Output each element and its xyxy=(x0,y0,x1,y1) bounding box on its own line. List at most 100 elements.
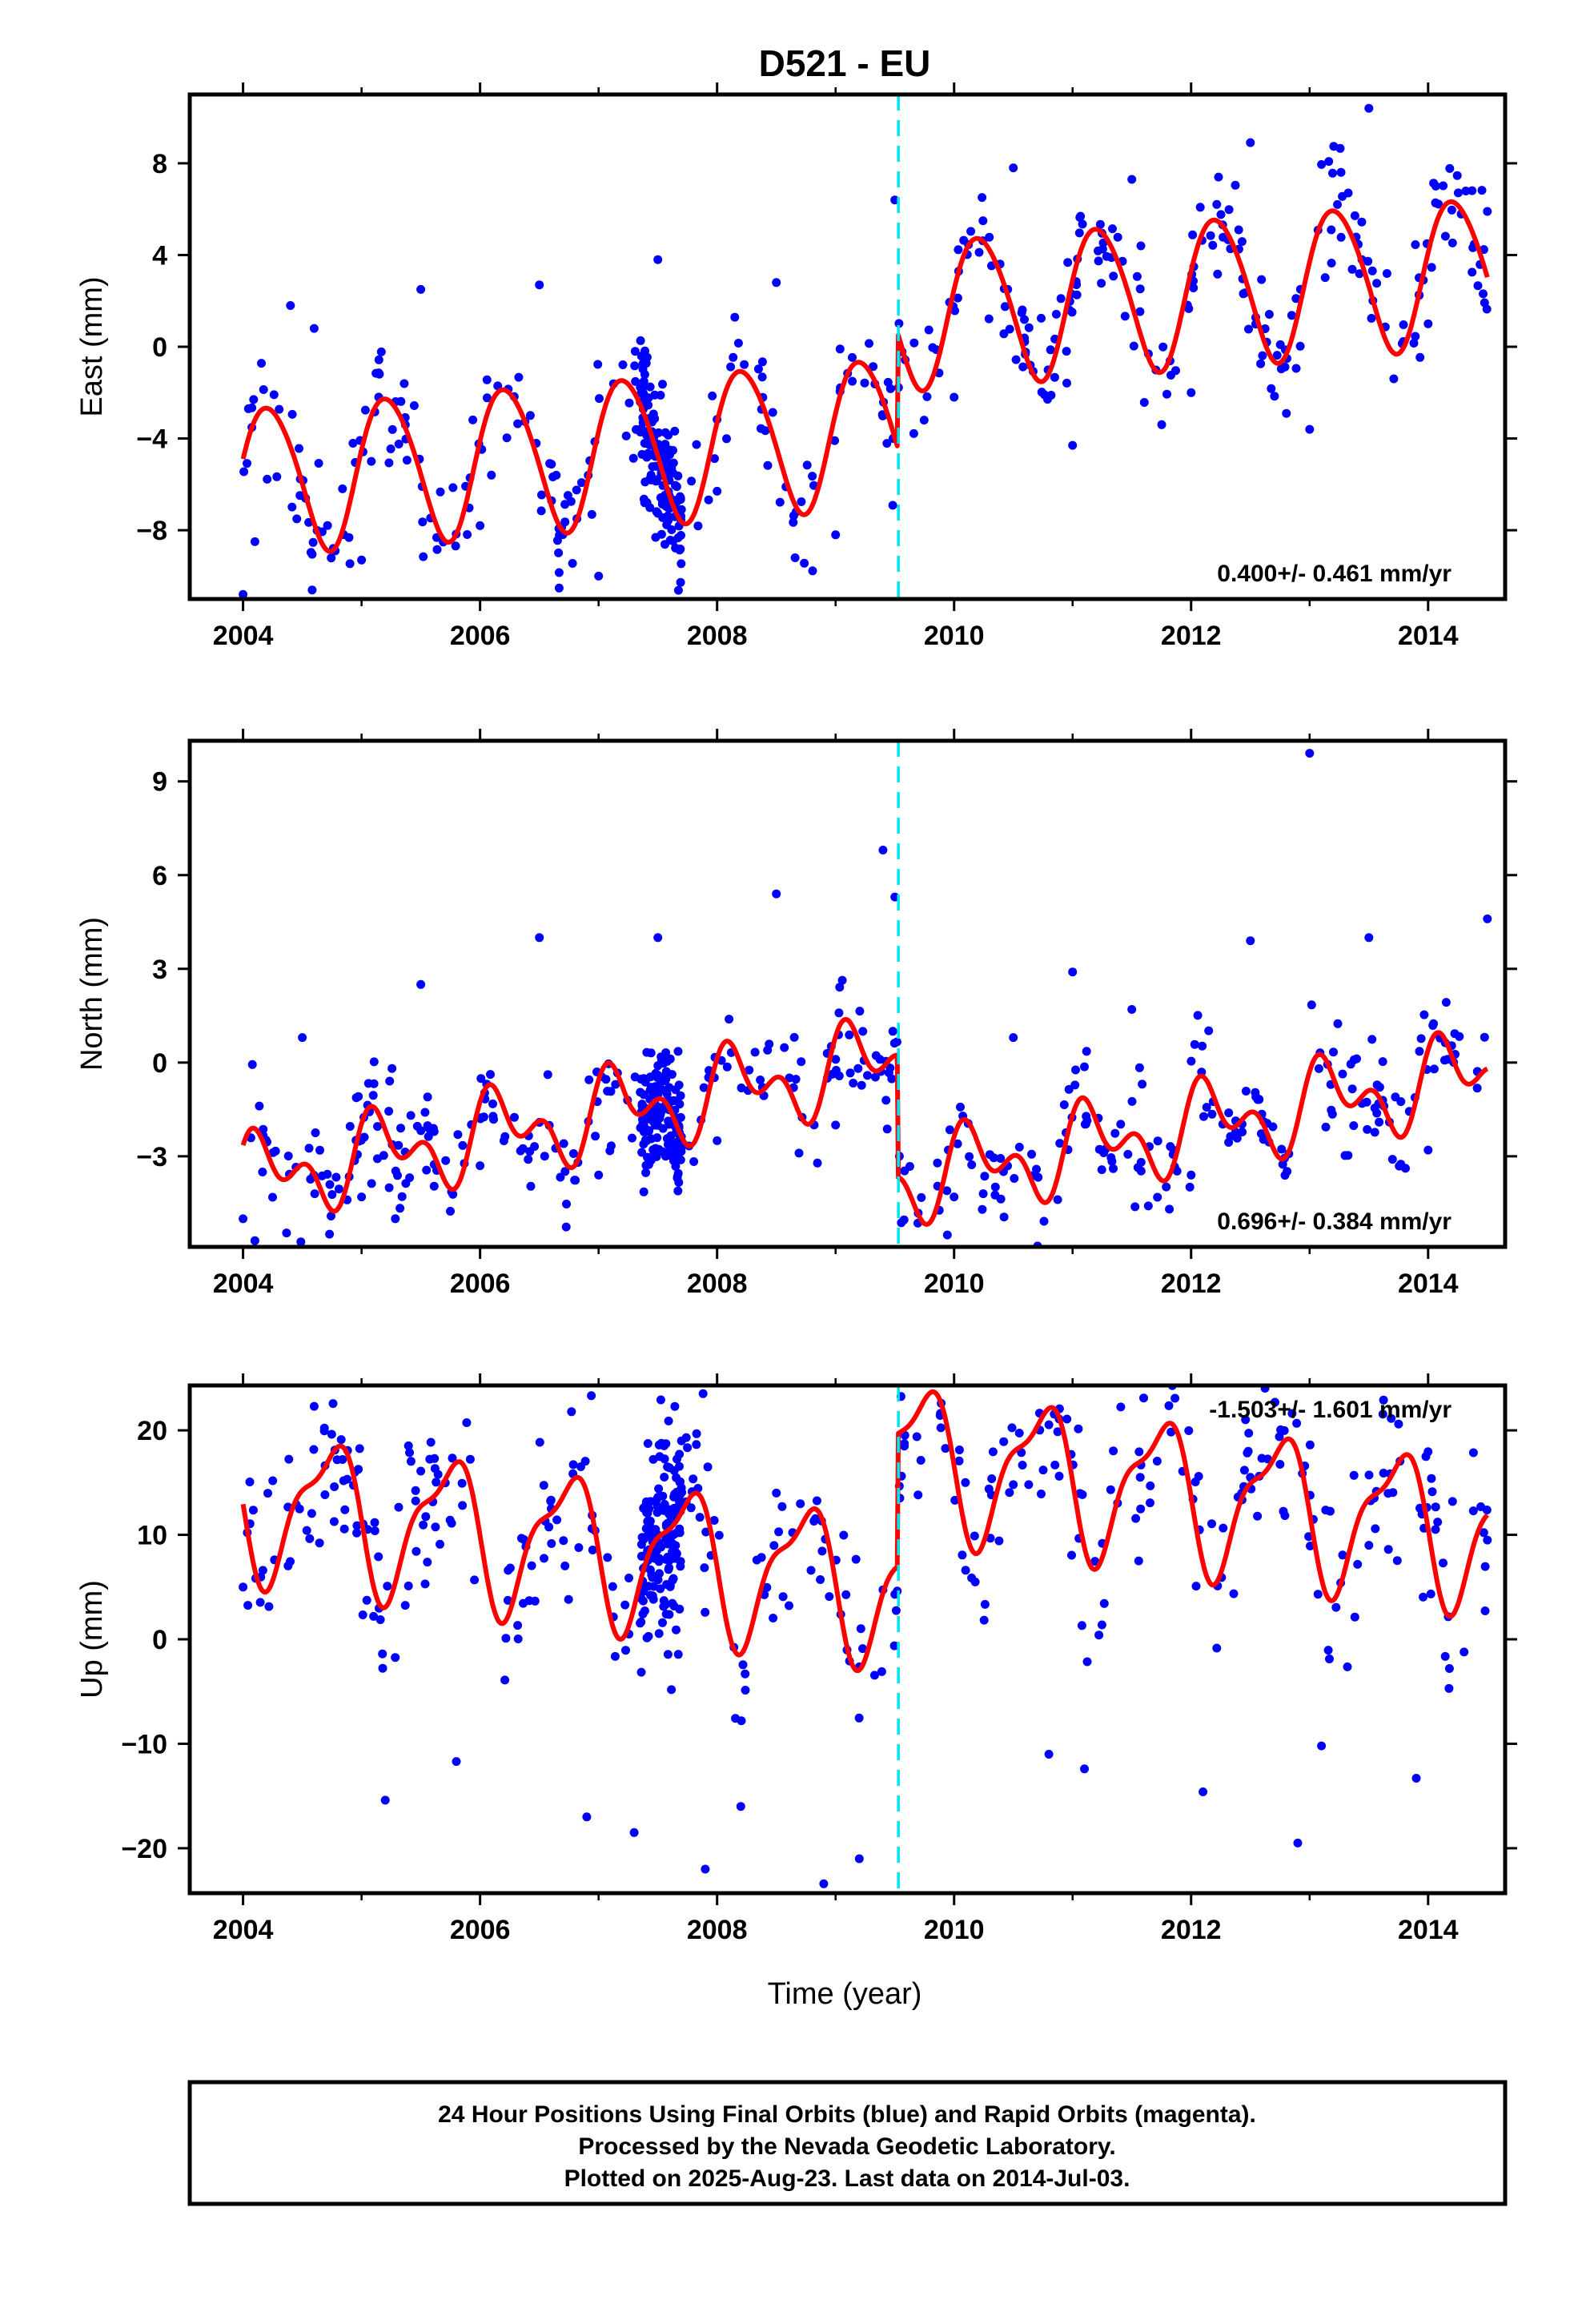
data-point xyxy=(830,436,839,445)
data-point xyxy=(309,1445,319,1454)
data-point xyxy=(387,424,397,434)
model-curve xyxy=(240,1017,1489,1227)
data-point xyxy=(1063,258,1073,267)
data-point xyxy=(1014,1429,1024,1437)
data-point xyxy=(1291,364,1301,373)
data-point xyxy=(1157,420,1166,429)
data-point xyxy=(692,1440,701,1449)
data-point xyxy=(396,1124,405,1133)
data-point xyxy=(554,583,564,593)
data-point xyxy=(630,347,640,356)
data-point xyxy=(327,1429,336,1439)
data-point xyxy=(954,1456,964,1466)
data-point xyxy=(572,485,581,495)
data-point xyxy=(897,1372,906,1381)
data-point xyxy=(692,440,701,449)
data-point xyxy=(665,1610,674,1619)
data-point xyxy=(258,1168,267,1176)
data-point xyxy=(1082,1047,1091,1056)
data-point xyxy=(661,428,670,437)
data-point xyxy=(1480,1562,1490,1571)
data-point xyxy=(1202,1103,1211,1112)
data-point xyxy=(1479,1528,1488,1538)
data-point xyxy=(1153,1136,1162,1146)
data-point xyxy=(384,1183,394,1192)
data-point xyxy=(1005,1488,1014,1498)
data-point xyxy=(768,408,777,417)
x-tick-label: 2012 xyxy=(1161,621,1222,651)
data-point xyxy=(1264,310,1274,319)
data-point xyxy=(641,1168,651,1177)
data-point xyxy=(1415,1047,1424,1056)
data-point xyxy=(629,1827,639,1837)
data-point xyxy=(526,1181,536,1191)
data-point xyxy=(863,1071,872,1080)
data-point xyxy=(1287,1409,1297,1418)
y-tick-label: −4 xyxy=(136,424,167,455)
data-point xyxy=(958,1550,967,1560)
data-point xyxy=(1068,440,1078,450)
data-point xyxy=(371,368,381,378)
data-point xyxy=(860,378,869,388)
data-point xyxy=(345,1122,355,1131)
data-point xyxy=(653,255,663,264)
data-point xyxy=(1109,1446,1118,1456)
data-point xyxy=(559,1536,568,1546)
data-point xyxy=(1014,1142,1024,1152)
data-point xyxy=(419,552,428,561)
data-point xyxy=(772,889,781,899)
data-point xyxy=(1059,1100,1069,1109)
data-point xyxy=(965,1152,974,1161)
data-point xyxy=(1483,1535,1492,1545)
data-point xyxy=(636,1617,646,1626)
data-point xyxy=(302,1526,311,1535)
data-point xyxy=(1080,1764,1089,1774)
data-point xyxy=(641,1497,651,1506)
panel-3: 2004 2006 2008 2010 2012 2014 −20 −10 0 10 20 Up (m… xyxy=(75,1372,1517,1945)
data-point xyxy=(1439,1558,1447,1568)
data-point xyxy=(1237,237,1247,247)
data-point xyxy=(835,983,845,992)
footer-box: 24 Hour Positions Using Final Orbits (bl… xyxy=(187,2080,1508,2206)
data-point xyxy=(686,1503,696,1513)
data-point xyxy=(263,1489,272,1498)
data-point xyxy=(1468,1448,1478,1458)
data-point xyxy=(1389,374,1399,384)
data-point xyxy=(656,391,665,400)
data-point xyxy=(1132,271,1142,281)
data-point xyxy=(1097,279,1106,288)
data-point xyxy=(1191,1582,1201,1591)
data-point xyxy=(606,1141,616,1151)
data-point xyxy=(950,306,960,316)
data-point xyxy=(654,1629,664,1638)
data-point xyxy=(738,1660,748,1670)
data-point xyxy=(527,1561,536,1570)
data-point xyxy=(671,1138,681,1148)
data-point xyxy=(1037,1490,1046,1498)
data-point xyxy=(482,393,492,403)
data-point xyxy=(1382,269,1391,278)
data-point xyxy=(518,1144,528,1153)
y-tick-label: −3 xyxy=(136,1142,167,1172)
data-point xyxy=(1166,1427,1176,1437)
data-point xyxy=(745,1065,754,1075)
y-tick-label: 8 xyxy=(152,149,167,179)
data-point xyxy=(900,1166,909,1176)
data-point xyxy=(540,1152,549,1161)
data-point xyxy=(1279,1506,1288,1516)
data-point xyxy=(1037,388,1046,397)
data-point xyxy=(352,1528,362,1538)
data-point xyxy=(409,401,419,410)
data-point xyxy=(689,1157,699,1166)
data-point xyxy=(400,379,409,388)
data-point xyxy=(243,1601,253,1610)
data-point xyxy=(345,559,355,569)
data-point xyxy=(1134,1447,1144,1457)
y-tick-label: −10 xyxy=(121,1729,167,1759)
data-point xyxy=(429,1181,439,1191)
data-point xyxy=(1238,1128,1247,1136)
data-point xyxy=(726,362,736,372)
data-point xyxy=(661,449,670,459)
data-point xyxy=(834,1008,844,1018)
